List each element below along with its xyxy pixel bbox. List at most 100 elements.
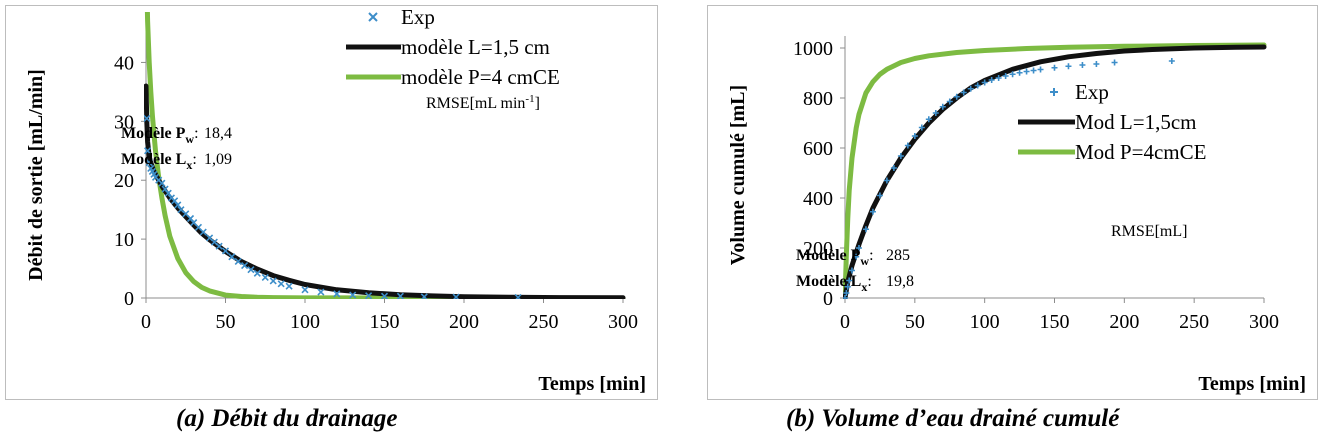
data-point bbox=[215, 242, 223, 250]
rmse-row-label: Modèle Lx: bbox=[121, 151, 197, 172]
data-point bbox=[144, 114, 151, 122]
rmse-row-label: Modèle Pw: bbox=[121, 125, 199, 146]
plot-area bbox=[843, 42, 1267, 299]
data-point bbox=[843, 295, 848, 299]
data-point bbox=[869, 208, 876, 215]
data-point bbox=[883, 177, 890, 184]
data-point bbox=[253, 269, 261, 277]
data-point bbox=[1037, 66, 1044, 73]
data-point bbox=[967, 85, 974, 92]
data-point bbox=[1030, 67, 1037, 74]
x-tick-label: 250 bbox=[529, 311, 559, 333]
x-tick-label: 300 bbox=[608, 311, 638, 333]
data-point bbox=[876, 192, 883, 199]
caption-a: (a) Débit du drainage bbox=[176, 405, 398, 432]
data-point bbox=[277, 280, 285, 288]
y-tick-label: 0 bbox=[823, 288, 833, 310]
legend-label: Exp bbox=[401, 6, 435, 29]
data-point bbox=[234, 257, 242, 266]
y-tick-label: 0 bbox=[124, 288, 134, 310]
rmse-model-sub: w bbox=[860, 254, 869, 268]
data-point bbox=[145, 158, 153, 167]
rmse-model-sub: w bbox=[185, 132, 194, 146]
x-tick-label: 250 bbox=[1179, 311, 1209, 333]
rmse-value: 1,09 bbox=[204, 151, 232, 168]
data-point bbox=[1093, 61, 1100, 67]
rmse-header-base: RMSE[mL min bbox=[426, 95, 525, 112]
y-axis-title: Débit de sortie [mL/min] bbox=[25, 69, 47, 281]
x-tick-label: 300 bbox=[1249, 311, 1279, 333]
data-point bbox=[1009, 71, 1016, 78]
data-point bbox=[925, 116, 932, 123]
legend-label: Mod L=1,5cm bbox=[1075, 110, 1197, 134]
x-axis-title: Temps [min] bbox=[538, 373, 646, 395]
data-point bbox=[981, 79, 988, 86]
rmse-header: RMSE[mL min-1] bbox=[426, 93, 540, 112]
rmse-header-end: ] bbox=[535, 95, 540, 112]
rmse-model-name: Modèle P bbox=[121, 125, 186, 142]
data-point bbox=[988, 77, 995, 83]
data-point bbox=[199, 228, 207, 236]
y-tick-label: 400 bbox=[803, 188, 833, 210]
data-point bbox=[890, 165, 897, 171]
y-tick-label: 20 bbox=[114, 170, 134, 192]
y-axis-title: Volume cumulé [mL] bbox=[727, 85, 749, 265]
rmse-model-colon: : bbox=[192, 151, 196, 168]
data-point bbox=[1023, 68, 1030, 75]
legend-label: Mod P=4cmCE bbox=[1075, 140, 1206, 164]
data-point bbox=[164, 189, 172, 197]
data-point bbox=[911, 133, 918, 139]
series-line bbox=[144, 12, 626, 299]
data-point bbox=[158, 179, 166, 187]
rmse-model-sub: x bbox=[861, 280, 867, 294]
y-tick-label: 1000 bbox=[793, 38, 833, 60]
rmse-value: 19,8 bbox=[886, 273, 914, 290]
y-tick-label: 200 bbox=[803, 238, 833, 260]
x-tick-label: 0 bbox=[840, 311, 850, 333]
data-point bbox=[349, 291, 357, 299]
x-tick-label: 150 bbox=[370, 311, 400, 333]
legend-label: modèle L=1,5 cm bbox=[401, 35, 550, 59]
y-tick-label: 800 bbox=[803, 88, 833, 110]
x-axis-title: Temps [min] bbox=[1198, 373, 1306, 395]
x-tick-label: 200 bbox=[449, 311, 479, 333]
legend-marker bbox=[368, 12, 378, 22]
data-point bbox=[918, 124, 925, 131]
data-point bbox=[1016, 69, 1023, 76]
rmse-value: 285 bbox=[886, 247, 910, 264]
rmse-row-label: Modèle Lx: bbox=[796, 273, 872, 294]
chart-panel-a: 0 50 100 150 200 250 300 0 10 20 30 40 Temps [min] Dé… bbox=[5, 5, 658, 400]
data-point bbox=[862, 226, 869, 233]
data-point bbox=[855, 245, 862, 251]
data-point bbox=[1065, 63, 1072, 70]
chart-a-svg: 0 50 100 150 200 250 300 0 10 20 30 40 Temps [min] Dé… bbox=[25, 6, 646, 395]
data-point bbox=[1111, 59, 1118, 66]
x-tick-label: 50 bbox=[905, 311, 925, 333]
data-point bbox=[844, 283, 851, 290]
data-point bbox=[946, 98, 953, 105]
rmse-model-name: Modèle P bbox=[796, 247, 861, 264]
y-tick-label: 10 bbox=[114, 229, 134, 251]
series-line bbox=[843, 42, 1267, 299]
data-point bbox=[1168, 58, 1175, 64]
rmse-model-name: Modèle L bbox=[121, 151, 186, 168]
data-point bbox=[846, 277, 853, 284]
data-point bbox=[843, 290, 850, 296]
chart-b-svg: 0 50 100 150 200 250 300 0 200 400 600 800 1000 Temps… bbox=[727, 36, 1306, 395]
data-point bbox=[396, 292, 404, 299]
rmse-model-sub: x bbox=[186, 158, 192, 172]
legend-marker bbox=[1050, 88, 1058, 96]
data-point bbox=[897, 153, 904, 159]
data-point bbox=[1079, 62, 1086, 68]
data-point bbox=[317, 288, 325, 296]
x-tick-label: 50 bbox=[216, 311, 236, 333]
legend-label: modèle P=4 cmCE bbox=[401, 65, 560, 89]
chart-panel-b: 0 50 100 150 200 250 300 0 200 400 600 800 1000 Temps… bbox=[707, 5, 1318, 400]
data-point bbox=[514, 293, 522, 299]
data-point bbox=[995, 75, 1002, 81]
data-point bbox=[1051, 64, 1058, 71]
y-tick-label: 40 bbox=[114, 52, 134, 74]
data-point bbox=[241, 262, 249, 270]
data-point bbox=[269, 277, 277, 285]
rmse-header-sup: -1 bbox=[525, 93, 534, 105]
